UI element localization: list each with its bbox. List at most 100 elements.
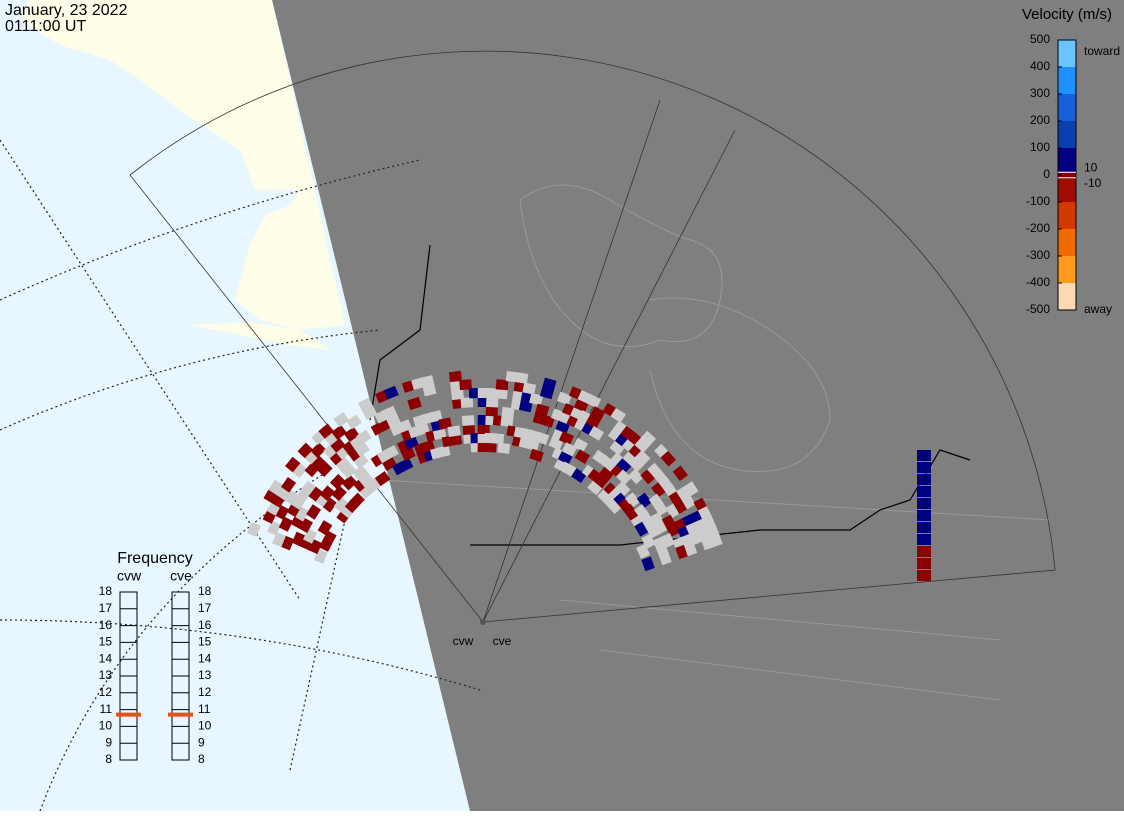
scatter-cell	[383, 444, 399, 460]
scatter-cell	[522, 382, 537, 395]
scatter-cell	[398, 457, 414, 473]
scatter-cell	[341, 474, 358, 491]
scatter-cell	[349, 492, 365, 509]
scatter-cell	[672, 465, 688, 482]
scatter-cell	[616, 457, 632, 473]
radar-fov	[129, 50, 1056, 623]
scatter-cell	[651, 481, 667, 498]
scatter-cell	[592, 472, 609, 489]
scatter-cell	[278, 516, 294, 532]
scatter-cell	[448, 370, 462, 383]
colorbar-segment	[1058, 283, 1076, 310]
scatter-cell	[291, 462, 308, 479]
scatter-cell	[461, 415, 475, 426]
scatter-cell	[640, 430, 657, 447]
scatter-cell	[917, 486, 931, 497]
colorbar-tick-label: -400	[1026, 275, 1050, 289]
scatter-cell	[589, 406, 606, 421]
scatter-cell	[319, 485, 336, 502]
scatter-cell	[329, 473, 346, 490]
scatter-cell	[500, 415, 514, 428]
scatter-cell	[297, 442, 314, 459]
scatter-cell	[587, 479, 603, 496]
land-day	[20, 0, 345, 330]
frequency-tick-label: 9	[198, 735, 205, 749]
scatter-cell	[485, 405, 499, 417]
scatter-cell	[272, 532, 286, 548]
scatter-cell	[606, 498, 622, 515]
scatter-cell	[462, 424, 476, 435]
frequency-tick-label: 12	[198, 685, 212, 699]
frequency-tick-label: 15	[99, 635, 113, 649]
scatter-cell	[628, 468, 644, 485]
scatter-cell	[641, 556, 655, 572]
scatter-cell	[917, 510, 931, 521]
scatter-cell	[495, 379, 509, 391]
scatter-cell	[917, 450, 931, 461]
scatter-cell	[335, 456, 351, 472]
ocean-day	[0, 0, 470, 811]
scatter-cell	[598, 466, 615, 482]
scatter-cell	[352, 465, 369, 481]
scatter-cell	[653, 500, 669, 517]
frequency-radar-name: cve	[170, 568, 192, 584]
colorbar-tick-label: 400	[1030, 59, 1050, 73]
scatter-cell	[322, 496, 338, 513]
scatter-cell	[356, 429, 372, 445]
scatter-cell	[428, 410, 443, 423]
grid-dotted	[0, 139, 481, 812]
scatter-cell	[447, 425, 461, 438]
scatter-cell	[407, 396, 422, 411]
frequency-tick-label: 8	[198, 752, 205, 766]
scatter-cell	[438, 417, 452, 430]
colorbar-segment	[1058, 148, 1076, 173]
frequency-tick-label: 18	[99, 584, 113, 598]
scatter-cell	[557, 391, 572, 406]
scatter-cell	[298, 517, 313, 533]
scatter-cell	[306, 504, 322, 520]
frequency-tick-label: 16	[198, 618, 212, 632]
scatter-cell	[518, 400, 533, 413]
scatter-cell	[634, 437, 651, 453]
scatter-cell	[354, 441, 370, 457]
scatter-cell	[307, 486, 323, 502]
scatter-cell	[491, 433, 505, 445]
scatter-cell	[381, 456, 398, 471]
scatter-cell	[680, 493, 696, 510]
scatter-cell	[285, 456, 301, 473]
scatter-cell	[494, 388, 508, 400]
scatter-cell	[615, 481, 631, 497]
scatter-cell	[357, 397, 374, 412]
date: January, 23 2022	[5, 2, 128, 19]
frequency-tick-label: 14	[99, 651, 113, 665]
scatter-cell	[484, 441, 497, 453]
frequency-title: Frequency	[117, 550, 193, 567]
frequency-tick-label: 11	[100, 702, 113, 716]
frequency-tick-label: 12	[99, 685, 113, 699]
frequency-tick-label: 13	[198, 668, 212, 682]
scatter-cell	[660, 450, 676, 467]
scatter-cell	[374, 471, 391, 487]
scatter-cell	[585, 414, 601, 429]
scatter-cell	[267, 520, 282, 536]
scatter-cell	[917, 570, 931, 581]
scatter-cell	[450, 388, 464, 401]
scatter-cell	[616, 469, 632, 485]
scatter-cell	[283, 489, 299, 506]
colorbar-tick-label: 300	[1030, 86, 1050, 100]
colorbar-tick-label: -10	[1084, 176, 1102, 190]
scatter-cell	[382, 405, 398, 420]
scatter-cell	[420, 375, 435, 388]
scatter-cell	[514, 372, 529, 384]
scatter-cell	[346, 414, 362, 430]
colorbar-segment	[1058, 229, 1076, 256]
scatter-cell	[628, 456, 645, 473]
scatter-cell	[610, 407, 627, 423]
scatter-cell	[624, 492, 641, 508]
scatter-cell	[432, 427, 447, 441]
scatter-cell	[917, 462, 931, 473]
colorbar-end-label: away	[1084, 302, 1112, 316]
frequency-tick-label: 10	[198, 719, 212, 733]
scatter-cell	[558, 431, 574, 446]
